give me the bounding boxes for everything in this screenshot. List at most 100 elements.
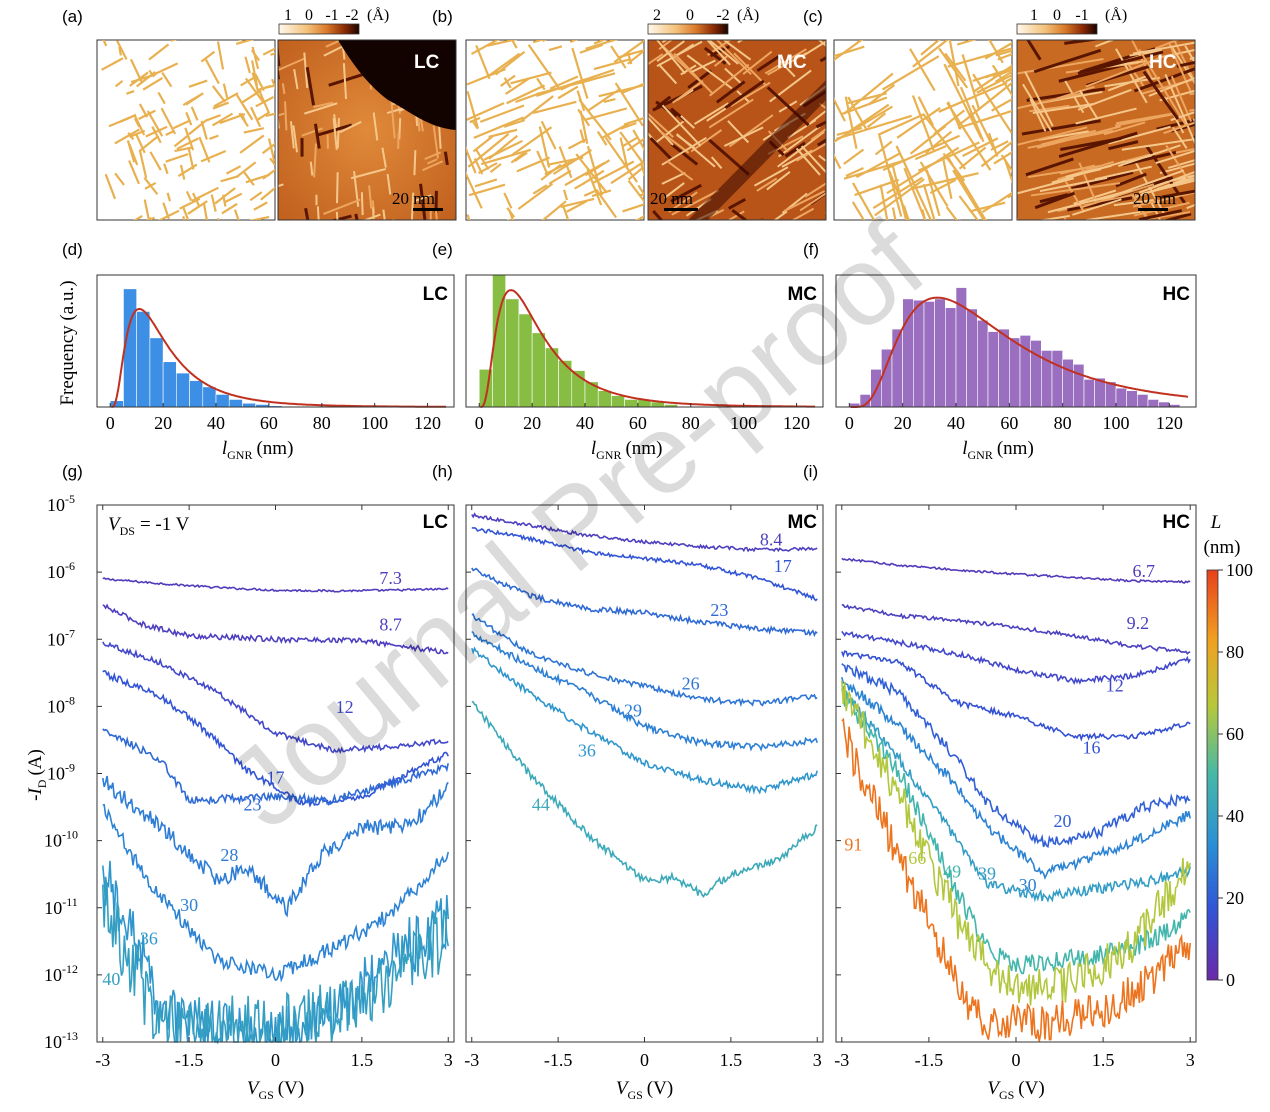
afm-ribbon <box>381 147 387 168</box>
gnr-ribbon <box>566 200 587 213</box>
x-tick-label: 0 <box>640 1050 649 1070</box>
gnr-ribbon <box>503 192 513 209</box>
gnr-ribbon <box>102 40 108 47</box>
gnr-ribbon <box>138 109 156 120</box>
vds-annotation-main: V <box>108 514 122 535</box>
y-tick-label: 10-8 <box>47 693 75 716</box>
afm-ribbon <box>1175 147 1195 154</box>
gnr-ribbon <box>637 184 644 197</box>
transfer-curve <box>102 577 449 593</box>
histogram-bar <box>242 402 256 408</box>
gnr-ribbon <box>942 159 953 200</box>
gnr-ribbon <box>917 96 935 126</box>
gnr-ribbon <box>114 80 124 88</box>
gnr-ribbon <box>562 205 570 220</box>
afm-ribbon <box>1095 40 1116 48</box>
afm-ribbon <box>815 120 826 129</box>
afm-ribbon <box>1157 177 1195 190</box>
gnr-ribbon <box>946 102 992 171</box>
transfer-curve <box>471 567 818 638</box>
gnr-ribbon <box>161 72 173 88</box>
histogram-fit-curve <box>480 289 816 408</box>
x-tick-label: 80 <box>1054 413 1072 433</box>
curve-length-label: 17 <box>774 556 792 576</box>
series-tag: HC <box>1163 512 1191 533</box>
transfer-curve <box>841 650 1191 742</box>
x-tick-label: 1.5 <box>720 1050 743 1070</box>
curve-length-label: 28 <box>220 845 238 865</box>
x-tick-label: -3 <box>464 1050 479 1070</box>
histogram-bar <box>1073 363 1085 408</box>
histogram-bar <box>945 307 957 408</box>
afm-ribbon <box>419 183 427 220</box>
curve-length-label: 66 <box>908 848 926 868</box>
gnr-ribbon <box>969 201 1006 213</box>
afm-ribbon <box>1193 161 1195 165</box>
afm-ribbon <box>1132 41 1195 55</box>
y-tick-label: 10-13 <box>44 1029 78 1052</box>
y-tick-label: 10-5 <box>47 492 75 515</box>
gnr-ribbon <box>504 77 530 95</box>
afm-ribbon <box>689 59 716 74</box>
gnr-ribbon <box>622 203 644 213</box>
gnr-ribbon <box>134 132 146 154</box>
gnr-ribbon <box>988 40 1004 64</box>
gnr-ribbon <box>958 219 961 220</box>
histogram-bar <box>1137 394 1149 408</box>
y-tick-base: 10 <box>44 965 62 985</box>
gnr-ribbon <box>834 45 865 58</box>
afm-ribbon <box>1115 172 1147 188</box>
gnr-ribbon <box>844 96 858 149</box>
gnr-ribbon <box>895 145 933 220</box>
panel-letter-a: (a) <box>62 7 83 26</box>
afm-ribbon <box>396 225 398 251</box>
gnr-ribbon <box>205 114 221 122</box>
afm-ribbon <box>309 161 314 176</box>
gnr-ribbon <box>213 92 239 108</box>
panel-e: (e) 0 20 40 60 80 100 120 MC lGNR (nm) <box>432 240 824 462</box>
panel-letter-h: (h) <box>432 462 453 481</box>
panel-f: (f) 0 20 40 60 80 100 120 HC lGNR (nm) <box>803 240 1197 462</box>
gnr-ribbon <box>160 107 177 135</box>
gnr-ribbon <box>148 43 170 61</box>
gnr-ribbon <box>987 132 999 157</box>
gnr-ribbon <box>632 129 644 151</box>
gnr-ribbon <box>109 219 111 220</box>
y-tick-exp: -11 <box>62 895 78 909</box>
gnr-ribbon <box>593 40 607 45</box>
id-axis-label-unit: (A) <box>25 749 46 775</box>
panel-letter-g: (g) <box>62 462 83 481</box>
gnr-ribbon <box>997 52 1012 61</box>
afm-ribbon <box>462 80 464 96</box>
afm-ribbon <box>1040 129 1096 146</box>
afm-ribbon <box>1030 182 1120 197</box>
afm-ribbon <box>386 173 392 195</box>
afm-ribbon <box>710 156 723 169</box>
afm-ribbon <box>362 213 381 220</box>
gnr-ribbon <box>255 95 275 108</box>
x-axis-label-main: V <box>987 1078 1001 1099</box>
gnr-ribbon <box>626 52 633 65</box>
series-tag: HC <box>1163 284 1191 305</box>
gnr-ribbon <box>541 200 567 220</box>
gnr-ribbon <box>598 84 644 98</box>
y-tick-exp: -7 <box>65 626 75 640</box>
colorbar-tick-label: 0 <box>1226 970 1235 990</box>
x-axis-label-main: l <box>962 438 967 459</box>
afm-ribbon <box>783 190 826 212</box>
gnr-ribbon <box>241 89 262 104</box>
x-tick-label: -3 <box>95 1050 110 1070</box>
y-tick-label: 10-7 <box>47 626 75 649</box>
series-tag: MC <box>787 512 817 533</box>
curve-length-label: 12 <box>336 697 354 717</box>
gnr-ribbon <box>165 153 189 163</box>
afm-ribbon <box>666 160 694 181</box>
histogram-bar <box>1126 390 1138 408</box>
gnr-ribbon <box>145 125 168 138</box>
afm-ribbon <box>281 83 286 95</box>
panel-letter-e: (e) <box>432 240 453 259</box>
afm-ribbon <box>818 102 826 110</box>
gnr-ribbon <box>479 104 525 123</box>
x-tick-label: 120 <box>1156 413 1183 433</box>
gnr-ribbon <box>514 151 528 162</box>
